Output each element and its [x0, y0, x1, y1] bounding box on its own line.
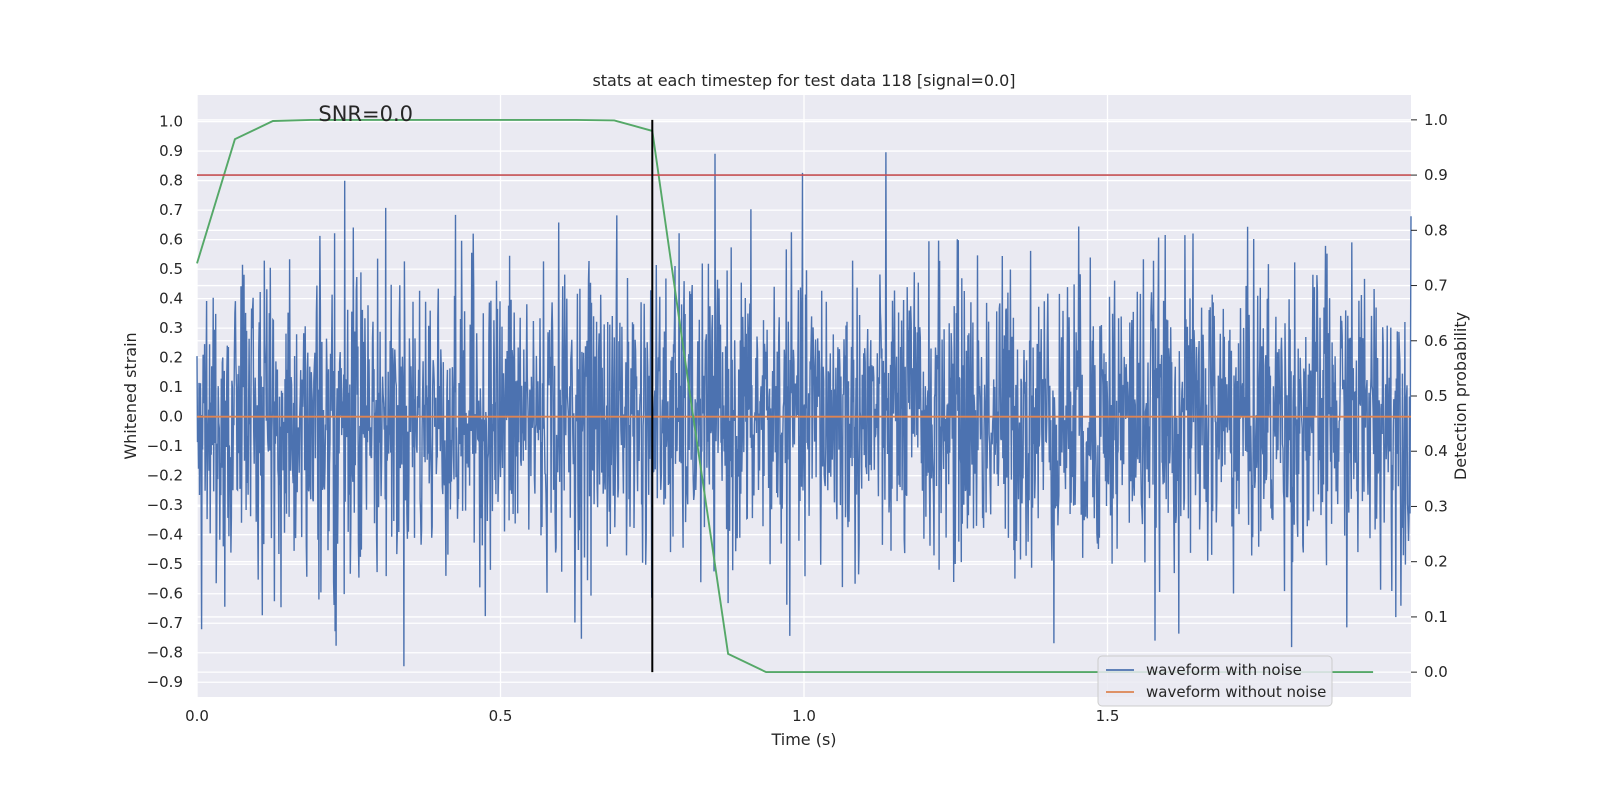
y-left-tick-label: −0.5	[147, 555, 183, 573]
y-left-tick-label: 0.8	[159, 172, 183, 190]
y-right-tick-label: 0.2	[1424, 553, 1448, 571]
y-left-tick-label: 0.3	[159, 319, 183, 337]
y-right-tick-label: 0.5	[1424, 387, 1448, 405]
y-right-tick-label: 0.4	[1424, 442, 1448, 460]
y-left-tick-label: 0.9	[159, 142, 183, 160]
tick-layer: 0.0 0.5 1.0 1.5 1.0 0.9 0.8 0.7 0.6 0.5 0.4 0.3 0.2 0…	[147, 111, 1448, 725]
y-right-tick-label: 1.0	[1424, 111, 1448, 129]
y-left-tick-label: 0.5	[159, 260, 183, 278]
y-axis-left-label: Whitened strain	[121, 332, 140, 459]
x-axis-label: Time (s)	[770, 730, 836, 749]
x-tick-label: 1.0	[792, 707, 816, 725]
y-right-tick-label: 0.7	[1424, 277, 1448, 295]
legend-label-noise: waveform with noise	[1146, 661, 1302, 679]
x-tick-label: 0.0	[185, 707, 209, 725]
y-left-tick-label: 1.0	[159, 113, 183, 131]
y-axis-right-label: Detection probability	[1451, 312, 1470, 480]
x-tick-label: 0.5	[489, 707, 513, 725]
legend-box	[1097, 655, 1333, 707]
y-left-tick-label: −0.4	[147, 526, 183, 544]
y-left-tick-label: 0.7	[159, 201, 183, 219]
y-left-tick-label: 0.2	[159, 349, 183, 367]
y-right-tick-label: 0.6	[1424, 332, 1448, 350]
y-left-tick-label: 0.0	[159, 408, 183, 426]
legend-label-clean: waveform without noise	[1146, 683, 1326, 701]
y-left-tick-label: −0.8	[147, 644, 183, 662]
y-left-tick-label: 0.6	[159, 231, 183, 249]
y-left-tick-label: −0.1	[147, 437, 183, 455]
y-right-tick-label: 0.1	[1424, 608, 1448, 626]
y-right-tick-label: 0.0	[1424, 663, 1448, 681]
y-left-tick-label: −0.6	[147, 585, 183, 603]
y-left-tick-label: 0.1	[159, 378, 183, 396]
y-right-tick-label: 0.8	[1424, 221, 1448, 239]
snr-annotation: SNR=0.0	[318, 102, 413, 126]
legend: waveform with noise waveform without noi…	[1097, 655, 1333, 707]
y-left-tick-label: −0.3	[147, 496, 183, 514]
y-left-tick-label: −0.9	[147, 673, 183, 691]
series-waveform-with-noise	[196, 152, 1412, 667]
y-left-tick-label: −0.2	[147, 467, 183, 485]
chart-title: stats at each timestep for test data 118…	[592, 71, 1015, 90]
y-left-tick-label: −0.7	[147, 614, 183, 632]
y-left-tick-label: 0.4	[159, 290, 183, 308]
x-tick-label: 1.5	[1096, 707, 1120, 725]
y-right-tick-label: 0.9	[1424, 166, 1448, 184]
y-right-tick-label: 0.3	[1424, 497, 1448, 515]
